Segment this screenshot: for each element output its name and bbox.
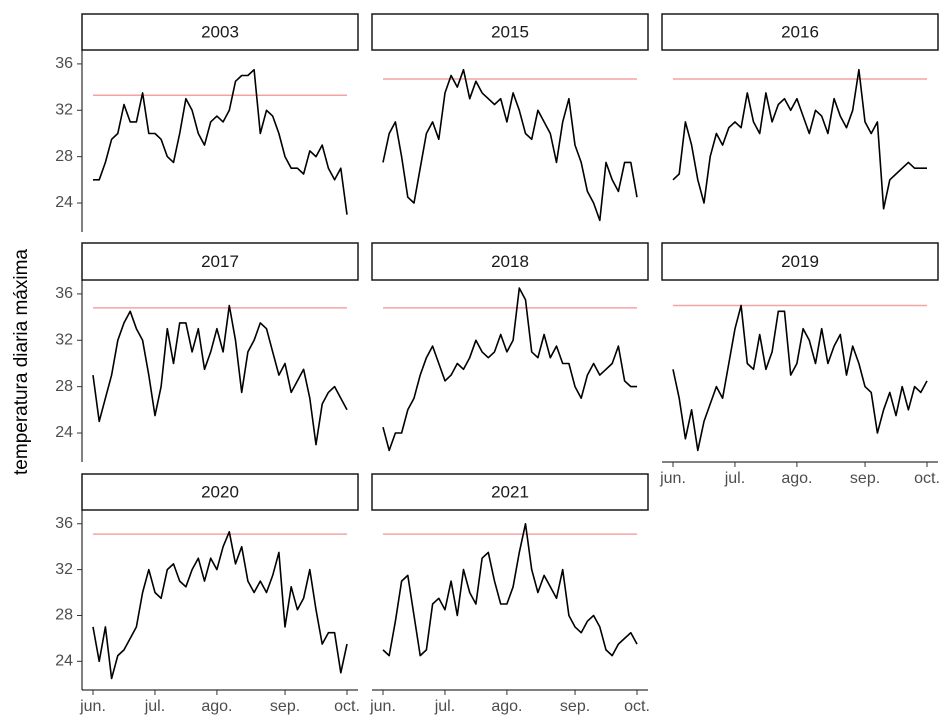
- strip-title: 2016: [781, 22, 819, 41]
- y-axis-label: temperatura diaria máxima: [11, 249, 32, 475]
- strip: [371, 242, 649, 281]
- y-tick-label: 28: [55, 148, 73, 165]
- y-tick-label: 28: [55, 607, 73, 624]
- temperature-line: [672, 304, 928, 452]
- y-tick-label: 32: [55, 331, 73, 348]
- y-tick-label: 24: [55, 424, 73, 441]
- y-tick-label: 36: [55, 55, 73, 72]
- x-tick-label: jun.: [369, 698, 396, 715]
- strip-title: 2021: [491, 482, 529, 501]
- x-tick-label: oct.: [914, 470, 940, 487]
- strip: [661, 242, 939, 281]
- temperature-line: [382, 287, 637, 452]
- x-tick-label: ago.: [781, 470, 812, 487]
- y-tick-label: 24: [55, 194, 73, 211]
- y-tick-label: 28: [55, 378, 73, 395]
- x-tick-label: sep.: [560, 698, 590, 715]
- temperature-line: [92, 304, 348, 446]
- strip: [661, 13, 939, 51]
- strip: [371, 473, 649, 511]
- x-tick-label: sep.: [850, 470, 880, 487]
- x-tick-label: oct.: [334, 698, 360, 715]
- strip-title: 2017: [201, 252, 239, 271]
- temperature-line: [672, 68, 927, 210]
- y-tick-label: 36: [55, 285, 73, 302]
- strip-title: 2019: [781, 252, 819, 271]
- y-tick-label: 32: [55, 101, 73, 118]
- x-tick-label: jul.: [144, 698, 165, 715]
- temperature-line: [382, 68, 638, 222]
- strip: [81, 13, 359, 51]
- strip: [81, 473, 359, 511]
- x-tick-label: jun.: [659, 470, 686, 487]
- strip: [81, 242, 359, 281]
- y-tick-label: 24: [55, 653, 73, 670]
- x-tick-label: jul.: [434, 698, 455, 715]
- temperature-line: [92, 531, 348, 680]
- temperature-line: [93, 68, 348, 215]
- strip-title: 2015: [491, 22, 529, 41]
- y-tick-label: 32: [55, 561, 73, 578]
- strip: [371, 13, 649, 51]
- strip-title: 2003: [201, 22, 239, 41]
- y-tick-label: 36: [55, 515, 73, 532]
- x-tick-label: oct.: [624, 698, 650, 715]
- x-tick-label: jun.: [79, 698, 106, 715]
- strip-title: 2020: [201, 482, 239, 501]
- x-tick-label: ago.: [201, 698, 232, 715]
- temperature-line: [382, 523, 638, 657]
- x-tick-label: jul.: [724, 470, 745, 487]
- strip-title: 2018: [491, 252, 529, 271]
- x-tick-label: ago.: [491, 698, 522, 715]
- x-tick-label: sep.: [270, 698, 300, 715]
